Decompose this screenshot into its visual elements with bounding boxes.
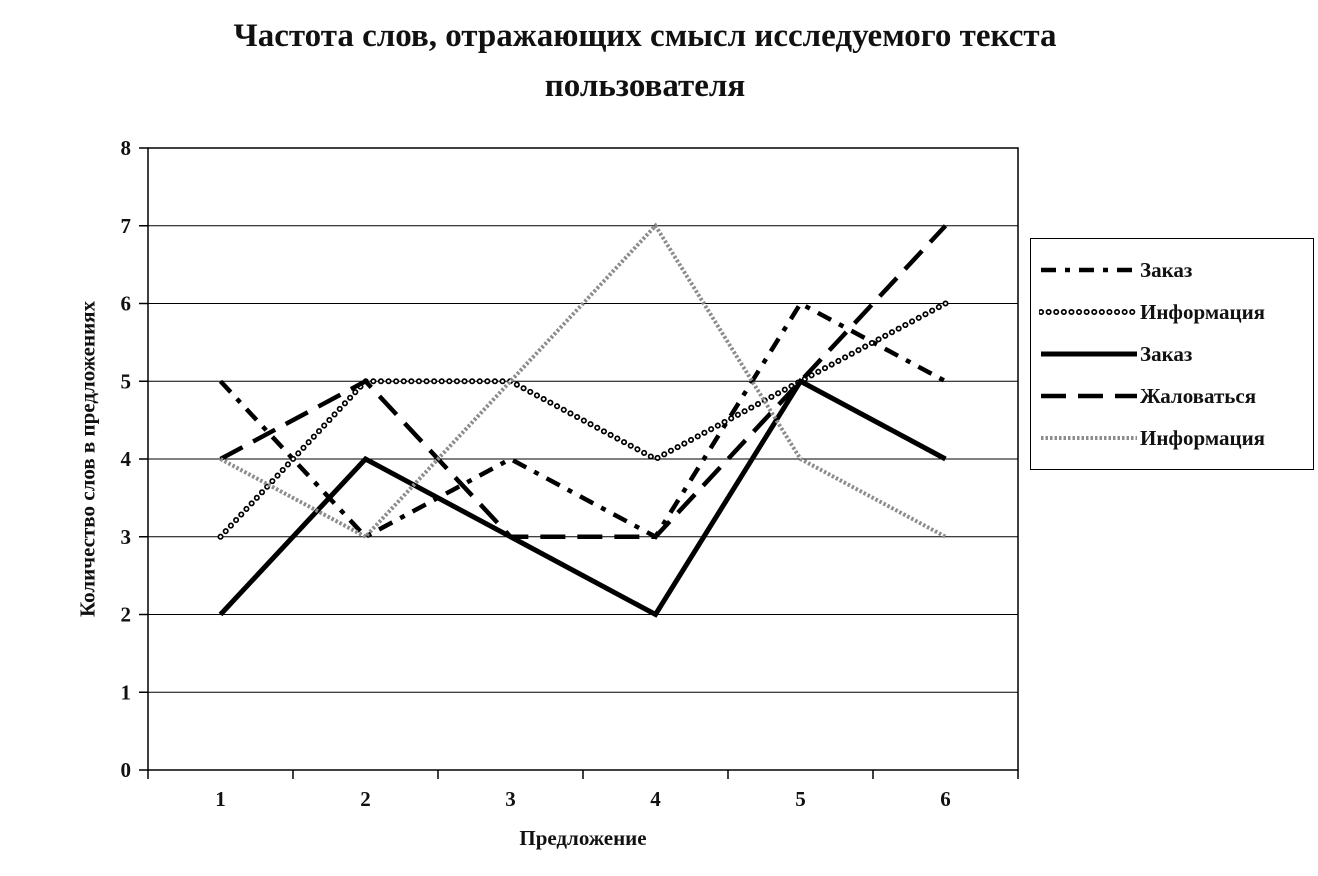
legend-item-4: Информация bbox=[1039, 417, 1309, 459]
legend-item-2: Заказ bbox=[1039, 333, 1309, 375]
y-tick-label: 2 bbox=[121, 603, 132, 627]
series-line-1 bbox=[219, 302, 947, 539]
chart-title: Частота слов, отражающих смысл исследуем… bbox=[0, 12, 1290, 111]
legend-item-3: Жаловаться bbox=[1039, 375, 1309, 417]
y-tick-label: 6 bbox=[121, 292, 132, 316]
chart-title-line2: пользователя bbox=[544, 67, 746, 104]
legend-label: Заказ bbox=[1140, 341, 1193, 366]
legend-item-1: Информация bbox=[1039, 291, 1309, 333]
x-tick-label: 1 bbox=[215, 787, 226, 811]
x-tick-label: 2 bbox=[360, 787, 371, 811]
legend-sample-line bbox=[1041, 267, 1137, 273]
series-line-0 bbox=[218, 300, 947, 540]
y-tick-label: 4 bbox=[121, 447, 132, 471]
x-tick-label: 6 bbox=[940, 787, 951, 811]
series-line-2 bbox=[218, 377, 947, 618]
legend-label: Информация bbox=[1140, 299, 1266, 324]
y-tick-label: 1 bbox=[121, 680, 132, 704]
y-tick-label: 0 bbox=[121, 758, 132, 782]
y-axis-title: Количество слов в предложениях bbox=[75, 300, 100, 618]
y-tick-label: 5 bbox=[121, 369, 132, 393]
legend-label: Жаловаться bbox=[1140, 383, 1257, 408]
x-tick-label: 4 bbox=[650, 787, 661, 811]
series-line-3 bbox=[219, 224, 948, 539]
x-tick-label: 3 bbox=[505, 787, 516, 811]
y-tick-label: 7 bbox=[121, 214, 132, 238]
series-line-4 bbox=[219, 222, 947, 540]
chart-title-line1: Частота слов, отражающих смысл исследуем… bbox=[233, 18, 1057, 54]
legend-sample-line bbox=[1041, 436, 1137, 440]
y-tick-label: 8 bbox=[121, 136, 132, 160]
legend-item-0: Заказ bbox=[1039, 249, 1309, 291]
legend-sample-line bbox=[1041, 393, 1137, 399]
x-axis-title: Предложение bbox=[519, 826, 647, 850]
y-tick-label: 3 bbox=[121, 525, 132, 549]
x-tick-label: 5 bbox=[795, 787, 806, 811]
legend-label: Информация bbox=[1140, 425, 1266, 450]
legend-label: Заказ bbox=[1140, 257, 1193, 282]
legend-sample-line bbox=[1041, 351, 1137, 357]
legend-sample-line bbox=[1039, 309, 1139, 315]
legend-box: Заказ Информация Заказ Жаловаться Информация bbox=[1030, 238, 1314, 470]
